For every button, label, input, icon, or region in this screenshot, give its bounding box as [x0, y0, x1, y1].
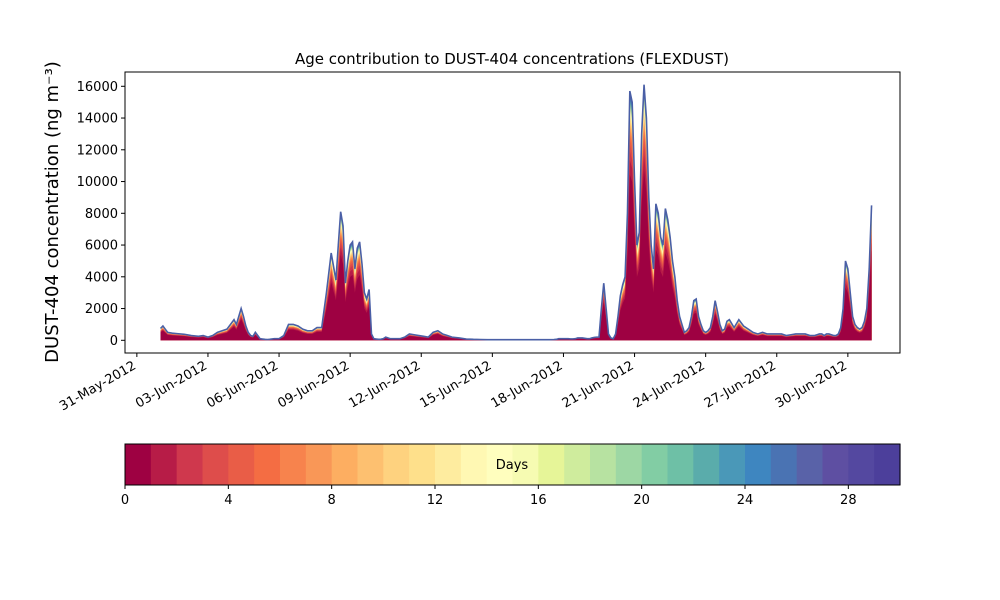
- x-tick-label: 30-Jun-2012: [773, 358, 850, 411]
- age-layer-17: [160, 99, 872, 341]
- y-tick-label: 2000: [85, 302, 118, 317]
- colorbar-segment: [693, 444, 720, 485]
- age-layer-9: [160, 116, 872, 341]
- age-layer-13: [160, 107, 872, 341]
- colorbar-segment: [150, 444, 178, 485]
- age-layer-26: [160, 87, 872, 341]
- y-tick-label: 6000: [85, 239, 118, 254]
- colorbar-segment: [590, 444, 617, 485]
- age-layer-25: [160, 89, 872, 341]
- colorbar-tick-label: 24: [737, 493, 754, 508]
- colorbar-segment: [305, 444, 333, 485]
- age-layer-24: [160, 90, 872, 341]
- colorbar-segment: [848, 444, 875, 485]
- age-layer-10: [160, 113, 872, 341]
- age-layer-18: [160, 98, 872, 341]
- age-layer-20: [160, 95, 872, 341]
- x-tick-label: 31-May-2012: [57, 358, 139, 414]
- colorbar-tick-label: 8: [328, 493, 336, 508]
- x-tick-label: 03-Jun-2012: [133, 358, 210, 411]
- colorbar-segment: [719, 444, 746, 485]
- colorbar-segment: [538, 444, 565, 485]
- chart-title: Age contribution to DUST-404 concentrati…: [295, 50, 729, 68]
- age-layer-0: [160, 170, 872, 341]
- colorbar-segment: [254, 444, 281, 485]
- colorbar-segment: [874, 444, 901, 485]
- colorbar-segment: [796, 444, 824, 485]
- colorbar-segment: [202, 444, 229, 485]
- axes: 0 2000 4000 6000 8000 10000 12000 14000 16000 31-…: [57, 71, 901, 414]
- colorbar-segment: [615, 444, 643, 485]
- y-tick-label: 16000: [77, 80, 118, 95]
- x-tick-label: 18-Jun-2012: [489, 358, 566, 411]
- colorbar-segment: [357, 444, 384, 485]
- age-layer-1: [160, 155, 872, 341]
- age-layer-11: [160, 111, 872, 341]
- age-layer-2: [160, 146, 872, 341]
- colorbar-tick-label: 28: [840, 493, 857, 508]
- x-tick-label: 21-Jun-2012: [560, 358, 637, 411]
- x-tick-label: 15-Jun-2012: [418, 358, 495, 411]
- y-tick-label: 4000: [85, 270, 118, 285]
- y-tick-label: 10000: [77, 175, 118, 190]
- age-layer-27: [160, 86, 872, 341]
- colorbar-segment: [486, 444, 514, 485]
- colorbar-segment: [125, 444, 152, 485]
- age-layer-8: [160, 119, 872, 341]
- colorbar-segment: [745, 444, 772, 485]
- colorbar-segment: [280, 444, 307, 485]
- age-layer-7: [160, 122, 872, 341]
- age-layer-19: [160, 96, 872, 341]
- age-layer-22: [160, 92, 872, 341]
- y-axis-label: DUST-404 concentration (ng m⁻³): [42, 61, 63, 363]
- colorbar-segment: [228, 444, 255, 485]
- colorbar-tick-label: 12: [427, 493, 444, 508]
- age-layer-29: [160, 84, 872, 341]
- y-tick-label: 12000: [77, 143, 118, 158]
- colorbar: 0 4 8 12 16 20 24 28: [121, 443, 901, 508]
- age-layer-6: [160, 125, 872, 341]
- colorbar-segment: [409, 444, 436, 485]
- colorbar-frame: [124, 443, 901, 486]
- colorbar-tick-label: 16: [530, 493, 547, 508]
- age-layer-21: [160, 94, 872, 341]
- colorbar-segment: [770, 444, 798, 485]
- colorbar-segment: [512, 444, 539, 485]
- colorbar-label: Days: [496, 458, 529, 473]
- plot-frame: [124, 71, 901, 354]
- x-tick-label: 12-Jun-2012: [346, 358, 423, 411]
- x-tick-label: 06-Jun-2012: [204, 358, 281, 411]
- colorbar-segment: [331, 444, 359, 485]
- colorbar-tick-label: 20: [633, 493, 650, 508]
- age-layer-4: [160, 134, 872, 341]
- colorbar-segment: [822, 444, 849, 485]
- total-concentration-line: [159, 84, 873, 341]
- colorbar-segment: [435, 444, 462, 485]
- age-layer-3: [160, 139, 872, 341]
- colorbar-segment: [564, 444, 591, 485]
- colorbar-segment: [383, 444, 410, 485]
- y-tick-label: 0: [110, 334, 118, 349]
- colorbar-segment: [460, 444, 488, 485]
- plot-area: [159, 84, 873, 341]
- age-layer-15: [160, 103, 872, 341]
- x-tick-label: 09-Jun-2012: [275, 358, 352, 411]
- colorbar-segment: [176, 444, 204, 485]
- age-layer-16: [160, 101, 872, 341]
- x-tick-label: 24-Jun-2012: [631, 358, 708, 411]
- y-tick-label: 14000: [77, 112, 118, 127]
- colorbar-segment: [641, 444, 669, 485]
- y-tick-label: 8000: [85, 207, 118, 222]
- age-layer-23: [160, 91, 872, 341]
- age-layer-12: [160, 109, 872, 341]
- colorbar-tick-label: 4: [224, 493, 232, 508]
- age-layer-5: [160, 129, 872, 341]
- x-tick-label: 27-Jun-2012: [702, 358, 779, 411]
- colorbar-segment: [667, 444, 694, 485]
- colorbar-tick-label: 0: [121, 493, 129, 508]
- age-layer-14: [160, 105, 872, 341]
- age-layer-28: [160, 85, 872, 341]
